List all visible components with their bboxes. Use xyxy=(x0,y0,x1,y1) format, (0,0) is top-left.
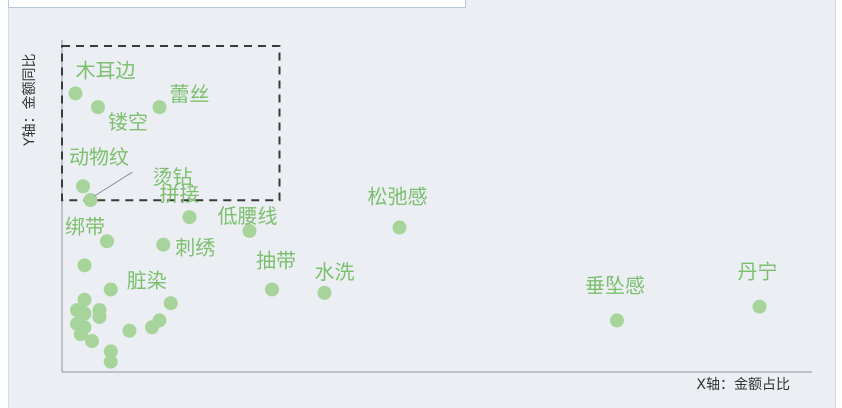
point-label: 抽带 xyxy=(256,248,296,272)
point-unlabeled xyxy=(103,344,118,359)
point-垂坠感 xyxy=(610,313,624,328)
point-丹宁 xyxy=(752,299,767,314)
point-绑带 xyxy=(100,234,114,249)
point-unlabeled xyxy=(103,354,118,369)
point-label: 脏染 xyxy=(127,268,167,292)
point-unlabeled xyxy=(77,292,92,307)
point-unlabeled xyxy=(163,296,178,311)
point-label: 绑带 xyxy=(65,214,105,238)
label-leader-line xyxy=(94,171,133,197)
top-tab-strip xyxy=(8,0,466,8)
point-unlabeled xyxy=(77,258,92,273)
point-脏染 xyxy=(103,282,118,297)
chart-panel xyxy=(8,0,836,408)
point-label: 刺绣 xyxy=(175,236,215,260)
point-label: 拼接 xyxy=(160,182,200,206)
point-unlabeled xyxy=(92,309,107,324)
point-label: 松弛感 xyxy=(368,185,428,209)
point-unlabeled xyxy=(73,327,88,342)
point-抽带 xyxy=(265,282,279,297)
x-axis-label: X轴：金额占比 xyxy=(696,377,790,393)
point-蕾丝 xyxy=(152,100,167,115)
point-刺绣 xyxy=(156,237,171,252)
point-unlabeled xyxy=(77,306,92,321)
point-松弛感 xyxy=(392,220,407,235)
point-动物纹 xyxy=(76,179,90,194)
y-axis-label: Y轴：金额同比 xyxy=(22,53,38,147)
point-水洗 xyxy=(317,285,332,300)
point-label: 烫钻 xyxy=(153,165,193,189)
point-label: 低腰线 xyxy=(218,204,278,228)
point-label: 蕾丝 xyxy=(170,82,210,106)
axes xyxy=(61,40,812,373)
point-label: 垂坠感 xyxy=(585,273,645,297)
point-label: 水洗 xyxy=(315,260,355,284)
point-烫钻 xyxy=(83,193,98,207)
points-layer xyxy=(68,86,767,369)
highlight-region xyxy=(61,45,281,202)
point-unlabeled xyxy=(85,334,99,349)
point-label: 动物纹 xyxy=(69,145,129,169)
point-木耳边 xyxy=(68,86,83,101)
point-unlabeled xyxy=(152,313,167,328)
point-unlabeled xyxy=(122,323,137,338)
point-label: 镂空 xyxy=(108,110,148,134)
highlight-box xyxy=(61,45,281,202)
point-拼接 xyxy=(182,210,197,225)
point-label: 木耳边 xyxy=(76,58,136,82)
point-镂空 xyxy=(91,100,105,115)
point-label: 丹宁 xyxy=(738,260,778,284)
point-低腰线 xyxy=(242,223,257,238)
